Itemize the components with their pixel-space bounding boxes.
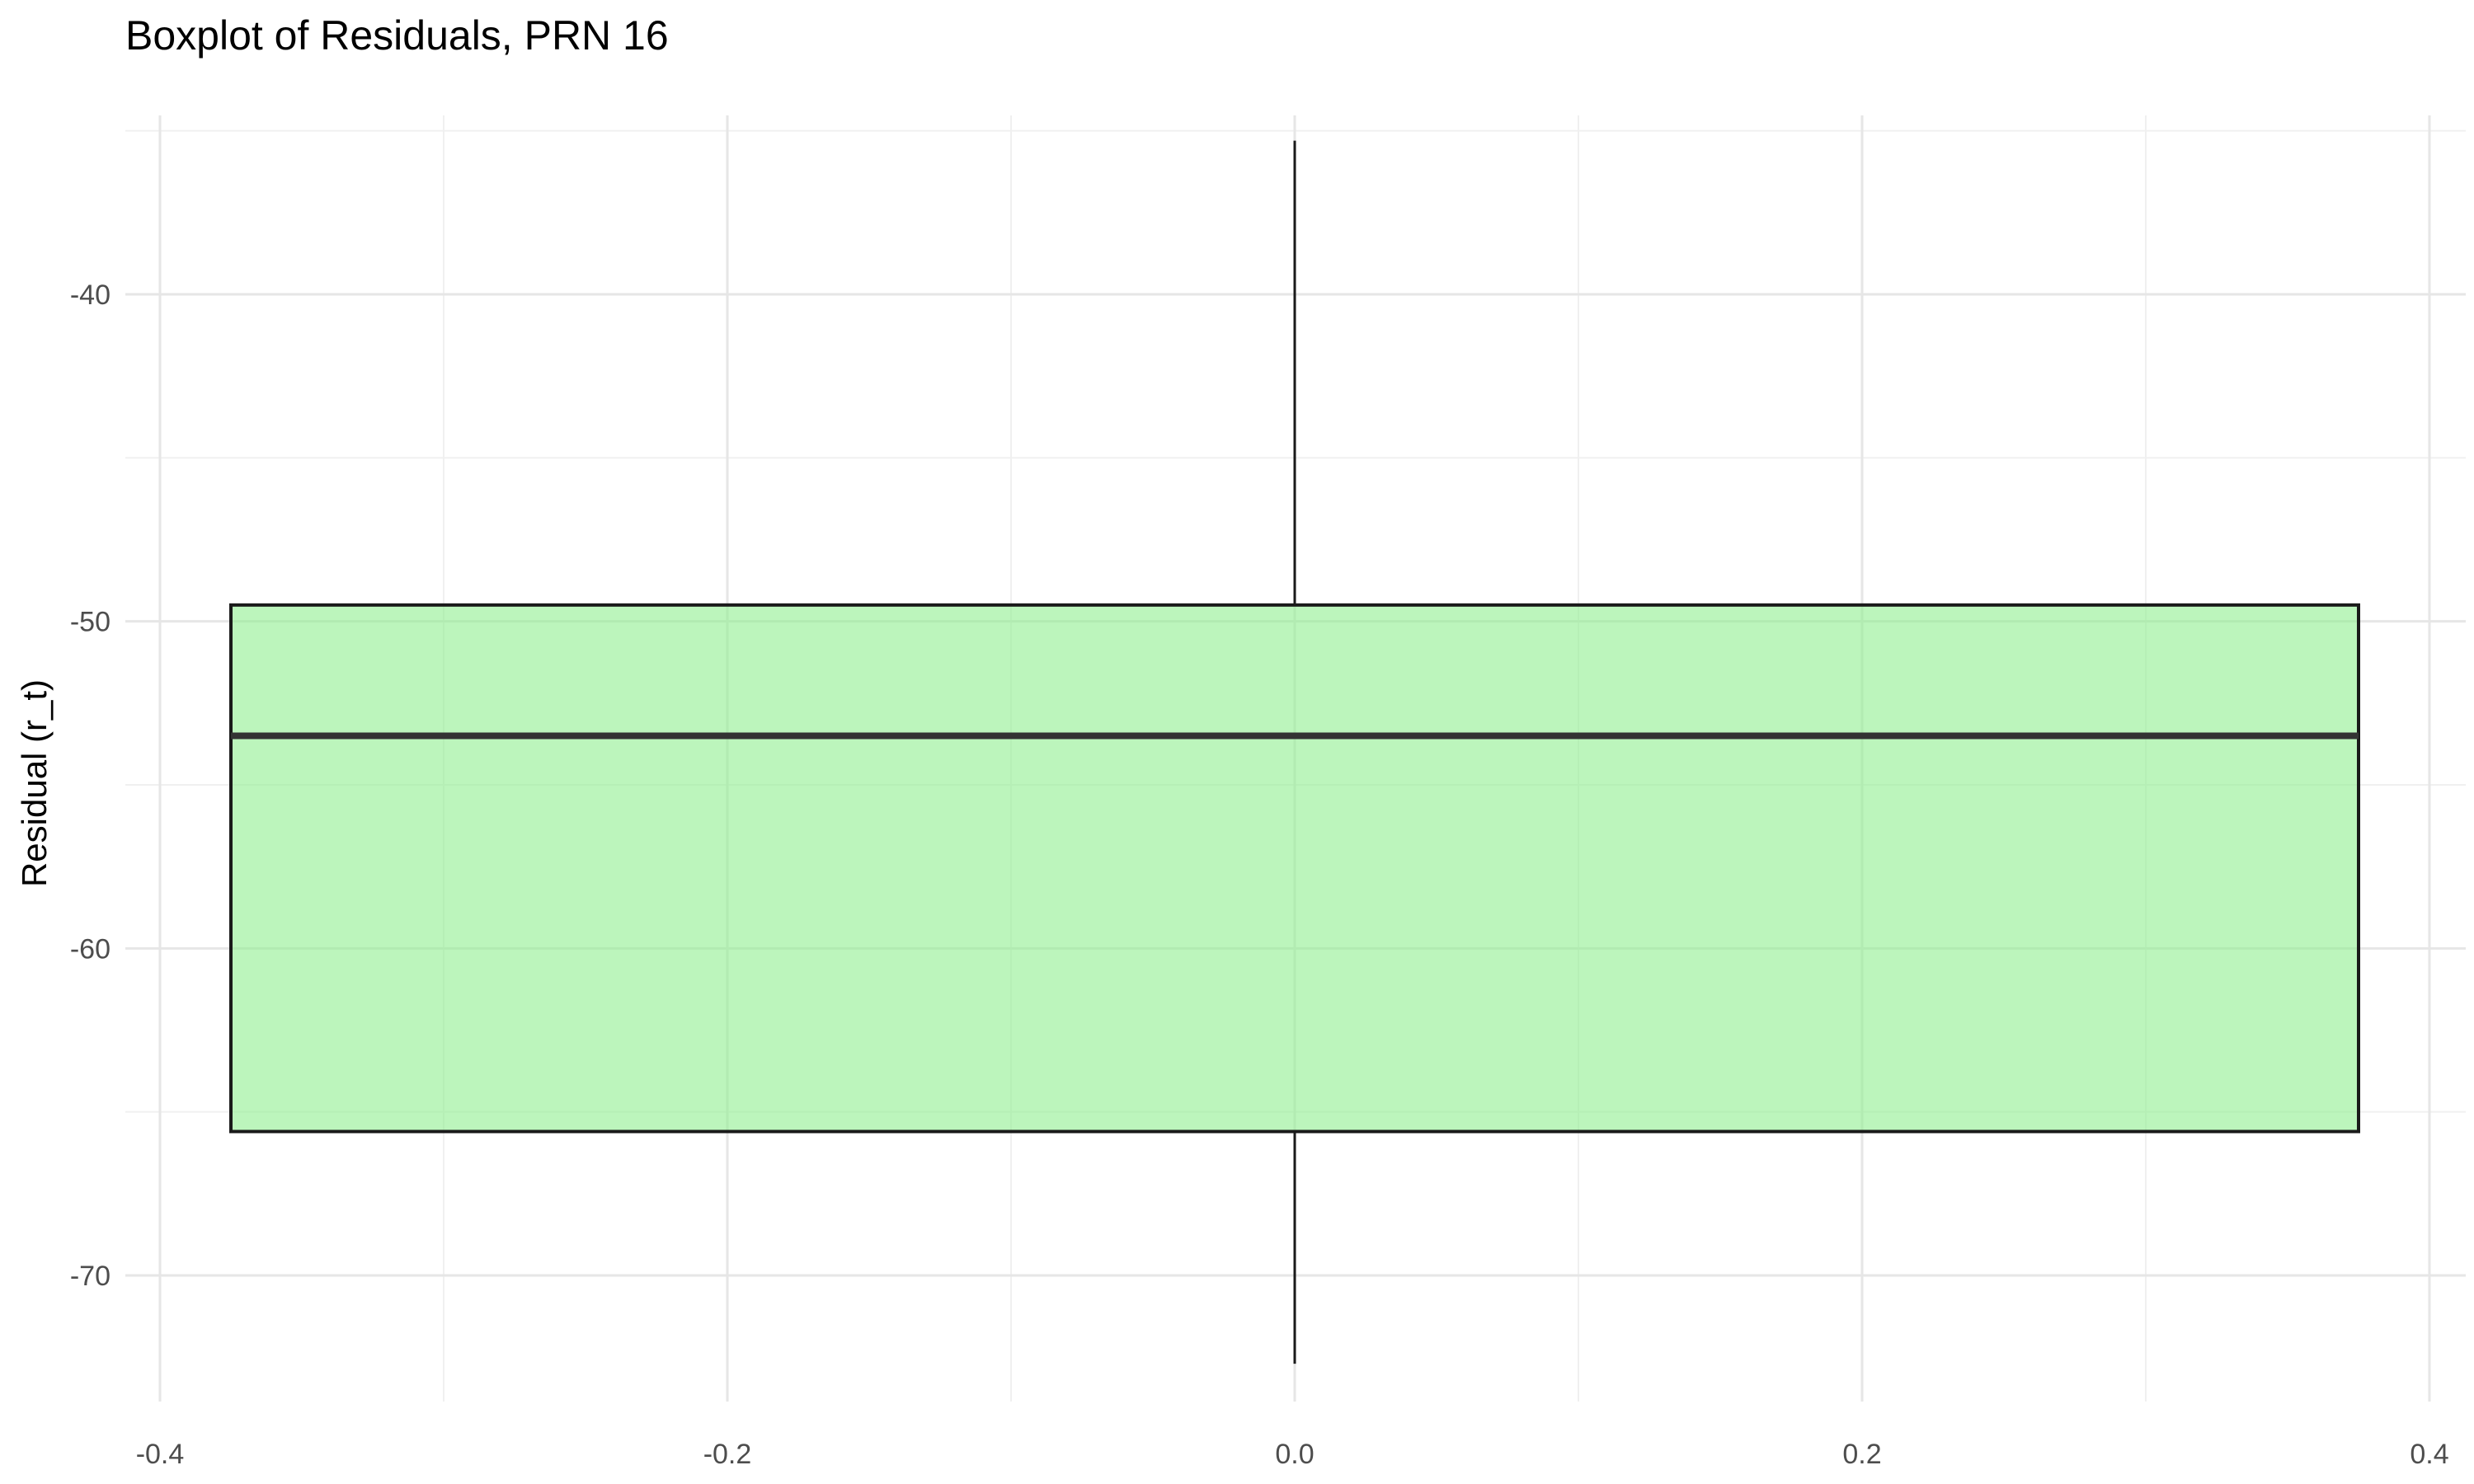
y-tick-label: -40 (70, 279, 111, 311)
x-tick-label: 0.0 (1275, 1439, 1314, 1470)
y-axis-label: Residual (r_t) (15, 679, 54, 887)
x-tick-label: 0.2 (1842, 1439, 1881, 1470)
y-tick-label: -50 (70, 607, 111, 638)
interquartile-box (229, 603, 2360, 1134)
y-tick-label: -60 (70, 933, 111, 965)
chart-title: Boxplot of Residuals, PRN 16 (125, 12, 669, 59)
x-tick-label: -0.2 (703, 1439, 752, 1470)
tick-labels: -0.4 -0.2 0.0 0.2 0.4 -70 -60 -50 -40 (70, 279, 2449, 1470)
x-tick-label: 0.4 (2410, 1439, 2448, 1470)
x-tick-label: -0.4 (136, 1439, 185, 1470)
y-tick-label: -70 (70, 1261, 111, 1292)
box-marks (229, 140, 2360, 1364)
